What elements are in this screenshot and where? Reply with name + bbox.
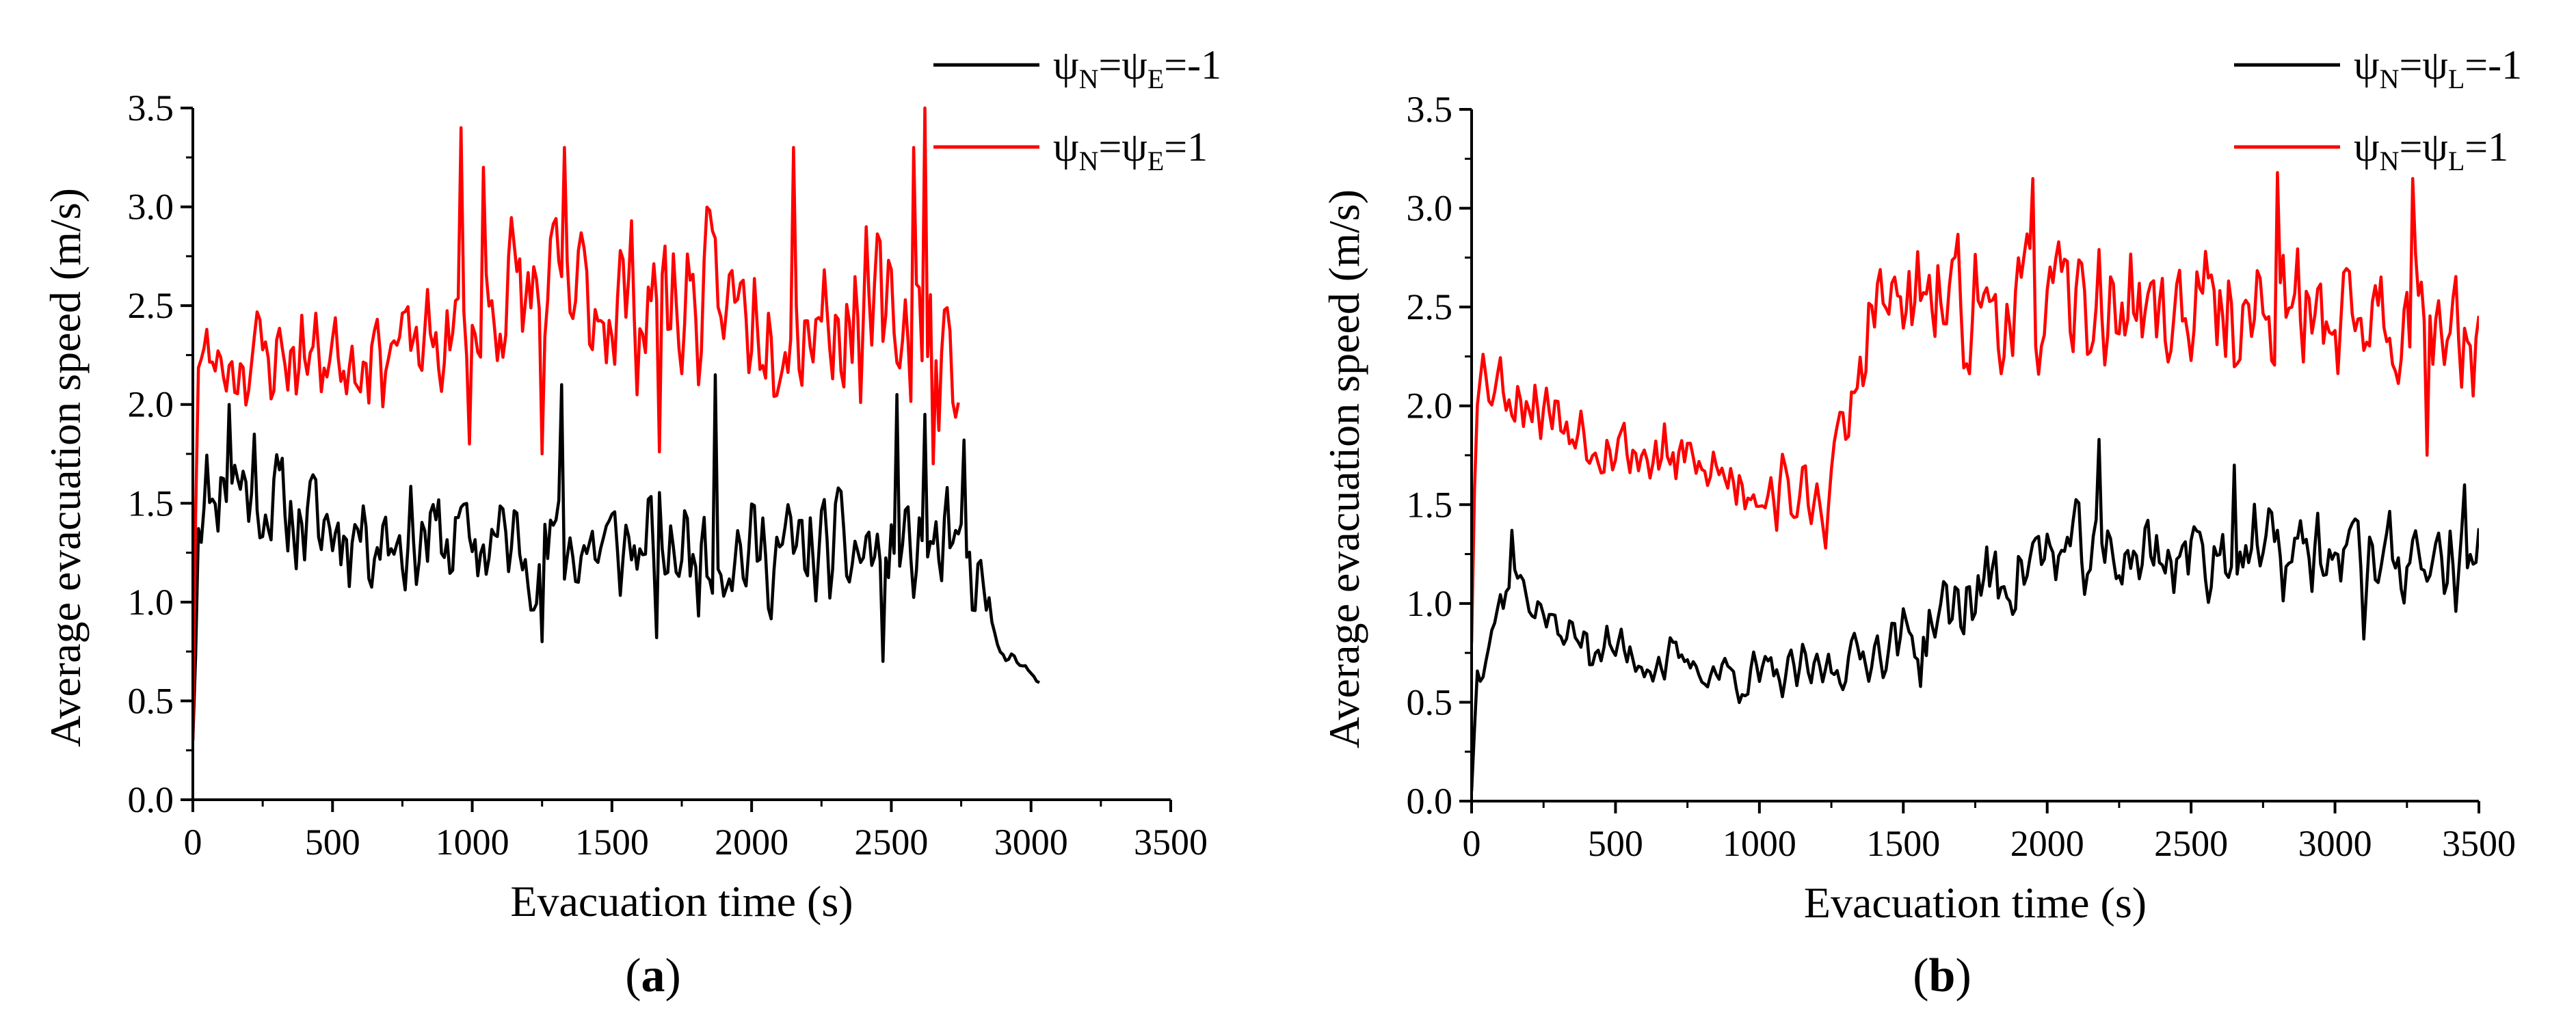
x-tick-label: 1000: [1723, 823, 1796, 864]
series-line-1: [193, 373, 1040, 741]
y-axis-title: Average evacuation speed (m/s): [1320, 189, 1368, 748]
chart-panel-b: 0 500 1000 1500 2000 2500 3000 3500 0.0 0.5 1.0 1.5…: [1320, 42, 2522, 1002]
y-tick-label: 1.0: [128, 582, 174, 623]
x-tick-label: 0: [184, 822, 202, 863]
x-tick-label: 2500: [2154, 823, 2228, 864]
y-tick-label: 0.5: [1407, 681, 1453, 723]
x-tick-label: 500: [1588, 823, 1643, 864]
legend-label-2: ψN=ψE=1: [1053, 124, 1208, 176]
x-axis-title: Evacuation time (s): [510, 877, 853, 926]
y-tick-label: 3.0: [128, 187, 174, 228]
y-tick-label: 2.0: [128, 384, 174, 425]
x-tick-label: 2500: [854, 822, 928, 863]
x-tick-label: 2000: [715, 822, 788, 863]
series-line-2: [1472, 171, 2479, 643]
panel-label: (b): [1913, 949, 1971, 1002]
y-tick-label: 1.5: [1407, 484, 1453, 525]
panel-label: (a): [625, 949, 681, 1002]
legend-label-1: ψN=ψE=-1: [1053, 42, 1221, 94]
x-tick-label: 3500: [1134, 822, 1208, 863]
series-line-2: [193, 106, 960, 741]
y-tick-label: 0.0: [1407, 781, 1453, 822]
y-tick-label: 2.5: [128, 285, 174, 326]
y-tick-label: 3.5: [1407, 89, 1453, 130]
y-tick-label: 0.0: [128, 779, 174, 820]
series-line-1: [1472, 437, 2479, 792]
y-tick-label: 3.5: [128, 87, 174, 129]
x-tick-label: 1500: [1866, 823, 1940, 864]
x-tick-label: 0: [1463, 823, 1481, 864]
x-axis-title: Evacuation time (s): [1804, 878, 2147, 927]
y-tick-label: 1.0: [1407, 583, 1453, 624]
x-tick-label: 3000: [2298, 823, 2372, 864]
x-tick-label: 3000: [994, 822, 1068, 863]
y-tick-label: 3.0: [1407, 188, 1453, 229]
x-tick-label: 2000: [2010, 823, 2084, 864]
chart-panel-a: 0 500 1000 1500 2000 2500 3000 3500 0.0 0.5 1.0 1.5…: [41, 42, 1221, 1002]
x-tick-label: 1500: [575, 822, 649, 863]
x-tick-label: 500: [305, 822, 360, 863]
y-tick-label: 0.5: [128, 680, 174, 721]
y-tick-label: 2.0: [1407, 386, 1453, 427]
legend-label-1: ψN=ψL=-1: [2354, 42, 2522, 94]
x-tick-label: 3500: [2442, 823, 2516, 864]
y-axis-title: Average evacuation speed (m/s): [41, 188, 90, 747]
x-tick-label: 1000: [436, 822, 509, 863]
y-tick-label: 1.5: [128, 483, 174, 524]
legend-label-2: ψN=ψL=1: [2354, 124, 2508, 176]
y-tick-label: 2.5: [1407, 286, 1453, 327]
